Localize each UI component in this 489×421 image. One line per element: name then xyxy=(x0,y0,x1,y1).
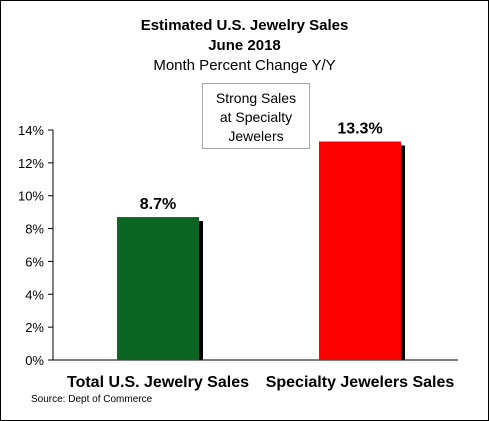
y-tick-label: 6% xyxy=(25,254,44,269)
chart-title: Estimated U.S. Jewelry Sales xyxy=(140,17,349,34)
bar xyxy=(319,141,401,360)
y-tick-label: 8% xyxy=(25,222,44,237)
y-tick-label: 2% xyxy=(25,320,44,335)
data-label: 8.7% xyxy=(140,196,176,213)
y-tick-label: 12% xyxy=(18,156,44,171)
y-tick-label: 0% xyxy=(25,353,44,368)
annotation-line: Strong Sales xyxy=(215,90,297,106)
annotation-line: Jewelers xyxy=(228,128,284,144)
chart-subtitle-measure: Month Percent Change Y/Y xyxy=(153,57,336,74)
category-label: Specialty Jewelers Sales xyxy=(266,374,455,391)
y-tick-label: 4% xyxy=(25,287,44,302)
y-tick-label: 10% xyxy=(18,189,44,204)
bar xyxy=(117,217,199,360)
data-label: 13.3% xyxy=(337,121,382,138)
chart-subtitle-date: June 2018 xyxy=(208,37,281,54)
category-label: Total U.S. Jewelry Sales xyxy=(67,374,249,391)
annotation-box: Strong Sales at Specialty Jewelers xyxy=(202,83,310,149)
source-note: Source: Dept of Commerce xyxy=(31,394,153,405)
y-tick-label: 14% xyxy=(18,123,44,138)
annotation-line: at Specialty xyxy=(219,109,293,125)
